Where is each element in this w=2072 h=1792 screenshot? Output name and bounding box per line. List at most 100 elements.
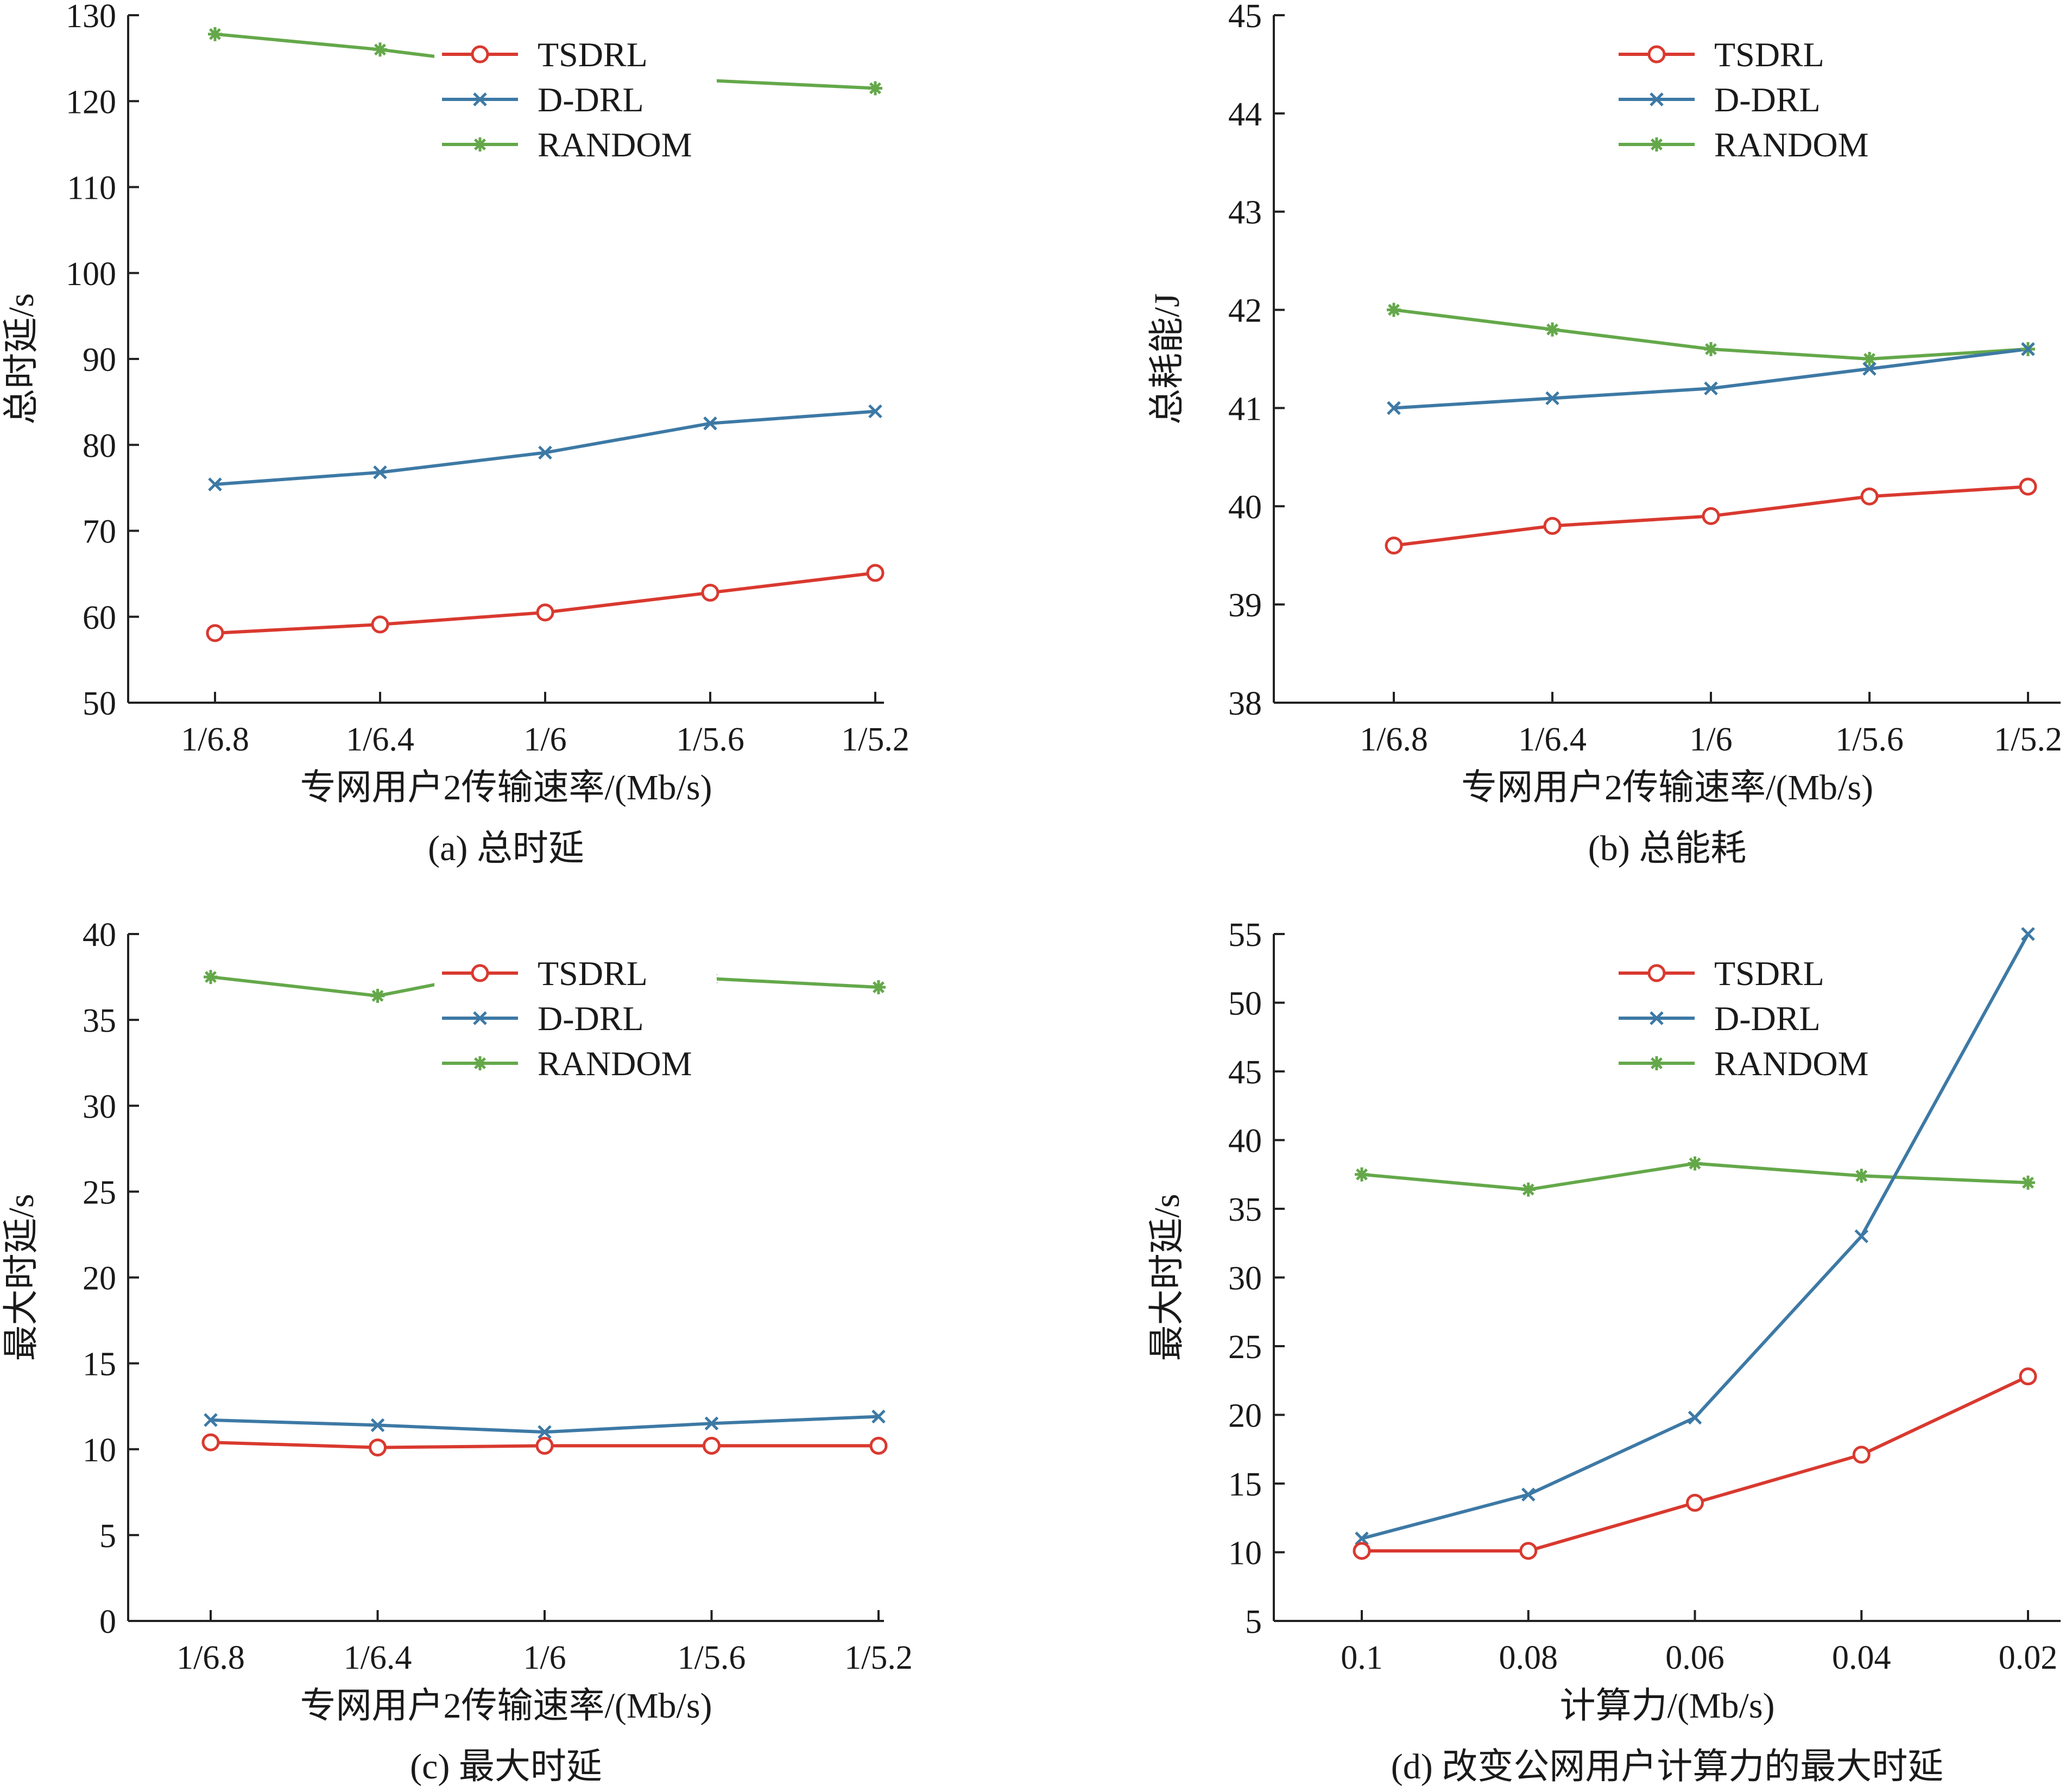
data-point-random: [370, 988, 385, 1003]
x-axis-label: 专网用户2传输速率/(Mb/s): [300, 768, 712, 807]
data-point-tsdrl: [1860, 487, 1879, 506]
legend-label-random: RANDOM: [538, 125, 692, 164]
legend: TSDRL D-DRL RANDOM: [434, 30, 717, 166]
data-point-tsdrl: [1519, 1542, 1538, 1560]
data-point-d-drl: [538, 445, 552, 460]
data-point-random: [1521, 1182, 1536, 1197]
legend: TSDRL D-DRL RANDOM: [1611, 30, 1893, 166]
legend-marker-d-drl: [1650, 1011, 1664, 1025]
data-point-random: [373, 42, 387, 57]
x-axis-label: 专网用户2传输速率/(Mb/s): [1461, 768, 1873, 807]
y-tick-label: 40: [83, 917, 116, 954]
y-tick-label: 38: [1228, 685, 1262, 722]
x-tick-label: 1/6.4: [344, 1639, 412, 1676]
data-point-d-drl: [538, 1425, 552, 1439]
data-point-d-drl: [703, 416, 717, 431]
data-point-d-drl: [370, 1418, 385, 1433]
y-tick-label: 70: [83, 514, 116, 551]
data-point-d-drl: [1387, 401, 1401, 415]
y-tick-label: 20: [83, 1260, 116, 1297]
x-tick-label: 1/5.2: [1994, 721, 2062, 758]
data-point-tsdrl: [1702, 507, 1720, 525]
y-tick-label: 25: [83, 1174, 116, 1211]
x-tick-label: 0.08: [1499, 1639, 1558, 1676]
y-tick-label: 44: [1228, 96, 1262, 133]
data-point-d-drl: [208, 477, 222, 491]
x-tick-label: 1/5.6: [676, 721, 744, 758]
y-tick-label: 110: [67, 170, 116, 207]
data-point-d-drl: [1862, 362, 1877, 376]
y-tick-label: 60: [83, 600, 116, 636]
y-tick-label: 10: [83, 1432, 116, 1469]
panel-caption: (d) 改变公网用户计算力的最大时延: [1391, 1747, 1943, 1787]
y-tick-label: 90: [83, 342, 116, 378]
legend-label-tsdrl: TSDRL: [1714, 35, 1824, 74]
plot-area: [1385, 302, 2037, 555]
x-tick-label: 1/6: [523, 1639, 566, 1676]
legend: TSDRL D-DRL RANDOM: [1611, 949, 1893, 1085]
data-point-tsdrl: [369, 1438, 387, 1457]
data-point-random: [1545, 322, 1559, 337]
x-tick-label: 1/6: [523, 721, 566, 758]
data-point-tsdrl: [536, 603, 554, 622]
x-tick-label: 1/6: [1689, 721, 1732, 758]
legend-marker-tsdrl: [1647, 964, 1666, 982]
y-tick-label: 30: [1228, 1260, 1262, 1297]
y-tick-label: 25: [1228, 1329, 1262, 1366]
y-axis-label: 总时延/s: [2, 293, 41, 425]
data-point-random: [2021, 1175, 2035, 1190]
data-point-random: [1862, 352, 1877, 366]
data-point-d-drl: [1704, 381, 1718, 396]
data-point-tsdrl: [535, 1436, 554, 1455]
data-point-tsdrl: [1852, 1446, 1871, 1464]
y-tick-label: 15: [1228, 1466, 1262, 1503]
y-tick-label: 35: [1228, 1191, 1262, 1228]
data-point-tsdrl: [866, 564, 885, 582]
data-point-tsdrl: [201, 1433, 220, 1452]
legend-label-tsdrl: TSDRL: [1714, 954, 1824, 993]
legend-marker-tsdrl: [471, 964, 489, 982]
data-point-d-drl: [704, 1416, 719, 1431]
x-tick-label: 1/5.2: [844, 1639, 913, 1676]
data-point-tsdrl: [869, 1436, 888, 1455]
data-point-random: [1704, 342, 1718, 356]
data-point-tsdrl: [1385, 537, 1403, 555]
legend-label-random: RANDOM: [1714, 125, 1868, 164]
x-tick-label: 1/5.6: [1835, 721, 1904, 758]
data-point-tsdrl: [703, 1436, 721, 1455]
data-point-d-drl: [204, 1413, 218, 1427]
plot-area: [1353, 927, 2037, 1560]
y-tick-label: 39: [1228, 587, 1262, 624]
legend-label-tsdrl: TSDRL: [538, 954, 648, 993]
y-tick-label: 41: [1228, 390, 1262, 427]
data-point-tsdrl: [1543, 516, 1562, 535]
y-tick-label: 130: [66, 0, 116, 35]
legend-label-d-drl: D-DRL: [538, 999, 644, 1038]
chart-panel-d: 5 10 15 20 25 30 35 40 45 50 55 0.1 0.08 0.06 0.04 0.02…: [1147, 917, 2061, 1787]
data-point-tsdrl: [701, 583, 719, 602]
data-point-tsdrl: [2019, 477, 2037, 496]
panel-caption: (c) 最大时延: [410, 1747, 602, 1787]
y-tick-label: 55: [1228, 917, 1262, 954]
legend-marker-d-drl: [473, 92, 487, 106]
x-tick-label: 0.02: [1999, 1639, 2058, 1676]
data-point-d-drl: [868, 404, 882, 419]
y-tick-label: 100: [66, 256, 116, 293]
data-point-d-drl: [1521, 1487, 1536, 1502]
data-point-tsdrl: [1686, 1493, 1704, 1512]
y-tick-label: 45: [1228, 1054, 1262, 1091]
data-point-random: [208, 27, 222, 41]
y-tick-label: 43: [1228, 194, 1262, 231]
panel-caption: (a) 总时延: [428, 829, 584, 868]
legend-label-tsdrl: TSDRL: [538, 35, 648, 74]
y-tick-label: 50: [1228, 986, 1262, 1023]
y-tick-label: 40: [1228, 1123, 1262, 1160]
data-point-d-drl: [373, 465, 387, 479]
data-point-tsdrl: [206, 624, 224, 642]
y-axis-label: 最大时延/s: [2, 1194, 41, 1361]
data-point-d-drl: [871, 1409, 886, 1424]
y-tick-label: 42: [1228, 293, 1262, 330]
x-tick-label: 0.06: [1665, 1639, 1724, 1676]
y-tick-label: 50: [83, 685, 116, 722]
x-tick-label: 1/6.8: [181, 721, 249, 758]
